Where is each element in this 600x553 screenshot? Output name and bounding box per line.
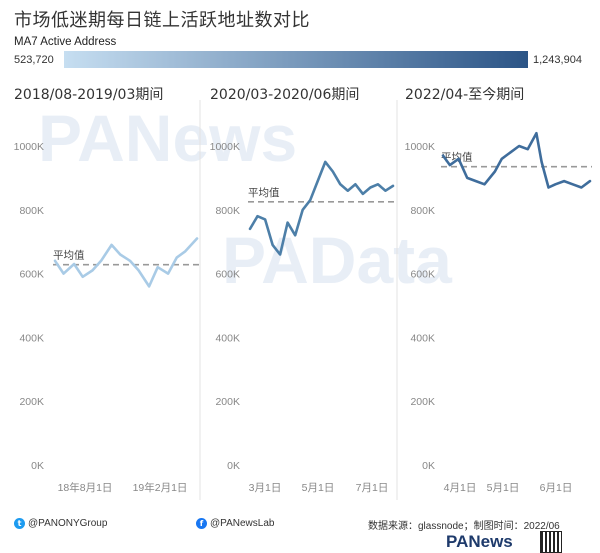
y-tick-label-1-3: 600K xyxy=(19,269,44,281)
y-tick-label-3-5: 1000K xyxy=(405,141,435,153)
y-tick-label-1-1: 200K xyxy=(19,396,44,408)
footer: t @PANONYGroup f @PANewsLab 数据来源：glassno… xyxy=(0,510,600,553)
average-label-2: 平均值 xyxy=(248,186,280,199)
legend-max-value: 1,243,904 xyxy=(533,54,582,66)
y-tick-label-2-0: 0K xyxy=(227,460,240,472)
y-tick-label-2-3: 600K xyxy=(215,269,240,281)
series-line-2 xyxy=(248,160,395,256)
average-label-1: 平均值 xyxy=(53,249,85,262)
y-tick-label-3-1: 200K xyxy=(410,396,435,408)
y-tick-label-3-4: 800K xyxy=(410,205,435,217)
x-tick-label-2-1: 5月1日 xyxy=(302,482,335,494)
data-source: 数据来源：glassnode；制图时间：2022/06 xyxy=(368,521,560,532)
legend-title: MA7 Active Address xyxy=(14,36,117,48)
panel-title-2: 2020/03-2020/06期间 xyxy=(210,87,360,103)
y-tick-label-3-2: 400K xyxy=(410,332,435,344)
x-tick-label-2-2: 7月1日 xyxy=(356,482,389,494)
y-tick-label-3-3: 600K xyxy=(410,269,435,281)
y-tick-label-2-5: 1000K xyxy=(210,141,240,153)
x-tick-label-1-1: 19年2月1日 xyxy=(133,481,188,494)
series-line-1 xyxy=(53,237,199,288)
panel-title-3: 2022/04-至今期间 xyxy=(405,87,525,103)
y-tick-label-2-1: 200K xyxy=(215,396,240,408)
chart-area: 0K 200K 400K 600K 800K 1000K 18年8月1日 19年2月1日 平均值… xyxy=(14,100,592,500)
legend-color-bar xyxy=(64,51,528,68)
twitter-handle: @PANONYGroup xyxy=(28,518,108,529)
x-tick-label-3-2: 6月1日 xyxy=(540,482,573,494)
qr-code-icon xyxy=(540,531,562,553)
x-tick-label-2-0: 3月1日 xyxy=(249,482,282,494)
y-tick-label-1-2: 400K xyxy=(19,332,44,344)
y-tick-label-3-0: 0K xyxy=(422,460,435,472)
x-tick-label-3-0: 4月1日 xyxy=(444,482,477,494)
y-tick-label-1-4: 800K xyxy=(19,205,44,217)
y-tick-label-2-4: 800K xyxy=(215,205,240,217)
chart-title: 市场低迷期每日链上活跃地址数对比 xyxy=(14,10,310,31)
series-line-3 xyxy=(441,131,592,189)
y-tick-label-2-2: 400K xyxy=(215,332,240,344)
x-tick-label-3-1: 5月1日 xyxy=(487,482,520,494)
legend-min-value: 523,720 xyxy=(14,54,54,66)
y-tick-label-1-5: 1000K xyxy=(14,141,44,153)
facebook-icon: f xyxy=(196,518,207,529)
x-tick-label-1-0: 18年8月1日 xyxy=(58,481,113,494)
twitter-icon: t xyxy=(14,518,25,529)
facebook-handle: @PANewsLab xyxy=(210,518,275,529)
panel-title-1: 2018/08-2019/03期间 xyxy=(14,87,164,103)
average-label-3: 平均值 xyxy=(441,151,473,164)
panews-logo: PANews xyxy=(446,532,513,551)
y-tick-label-1-0: 0K xyxy=(31,460,44,472)
